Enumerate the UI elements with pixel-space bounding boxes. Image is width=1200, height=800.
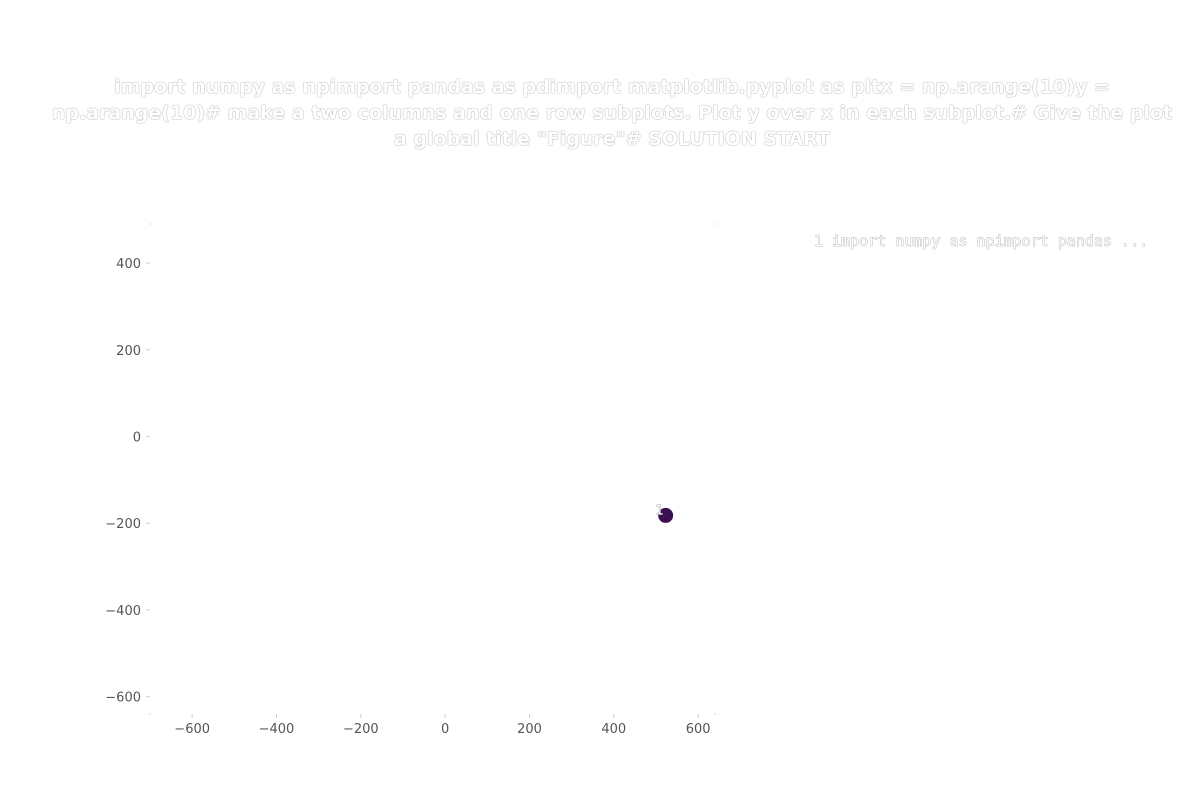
x-tick-label: −400 (259, 722, 295, 737)
legend: 1 import numpy as npimport pandas ... (814, 232, 1149, 251)
scatter-points: 1 (655, 503, 674, 523)
legend-entry: 1 import numpy as npimport pandas ... (814, 232, 1148, 250)
x-tick-label: 600 (686, 722, 711, 737)
x-tick-label: 200 (517, 722, 542, 737)
y-tick-label: 400 (116, 257, 141, 272)
x-tick-label: 0 (441, 722, 449, 737)
axes-corner-mark (714, 223, 716, 225)
x-tick-label: 400 (601, 722, 626, 737)
y-tick-label: 0 (133, 430, 141, 445)
axes-corner-mark (149, 713, 151, 715)
y-tick-label: 200 (116, 344, 141, 359)
y-tick-label: −200 (105, 517, 141, 532)
y-axis: 400 200 0 −200 −400 −600 (105, 257, 150, 706)
x-axis: −600 −400 −200 0 200 400 600 (174, 714, 711, 737)
x-tick-label: −200 (343, 722, 379, 737)
axes-corner-mark (714, 713, 716, 715)
y-tick-label: −400 (105, 604, 141, 619)
y-tick-label: −600 (105, 691, 141, 706)
x-tick-label: −600 (174, 722, 210, 737)
axes-corner-mark (149, 223, 151, 225)
chart-title: import numpy as npimport pandas as pdimp… (51, 76, 1173, 150)
point-label: 1 (656, 503, 664, 518)
scatter-point (658, 507, 674, 523)
